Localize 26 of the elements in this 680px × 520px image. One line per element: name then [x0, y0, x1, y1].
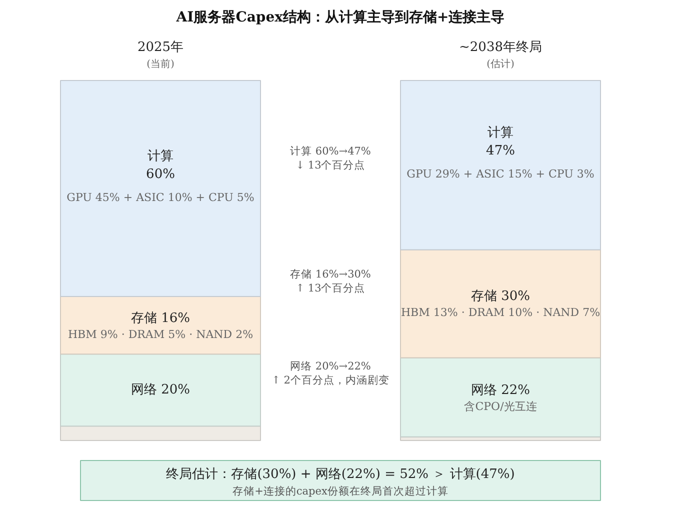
data-label: 存储 30% [470, 289, 530, 304]
annotation: GPU 29% + ASIC 15% + CPU 3% [406, 168, 594, 181]
text: 终局估计：存储(30%) + 网络(22%) = 52% ＞ 计算(47%) [166, 467, 515, 482]
text: (估计) [486, 58, 514, 70]
data-label: 计算 47% [486, 126, 515, 159]
data-label: 网络 22% [470, 382, 530, 398]
data-label: 网络 20% [130, 382, 190, 398]
annotation: 存储 16%→30% ↑ 13个百分点 [290, 268, 371, 295]
annotation: HBM 13% · DRAM 10% · NAND 7% [400, 306, 600, 320]
annotation: 网络 20%→22% ↑ 2个百分点，内涵剧变 [272, 360, 390, 387]
bar [60, 296, 261, 355]
bar [400, 357, 601, 438]
data-label: 存储 16% [130, 310, 190, 326]
text: 存储+连接的capex份额在终局首次超过计算 [232, 484, 448, 498]
x-tick-label: 2025年 [137, 40, 184, 55]
data-label: 计算 60% [146, 149, 175, 182]
annotation: GPU 45% + ASIC 10% + CPU 5% [66, 191, 254, 204]
bar [60, 80, 261, 297]
bar [400, 249, 601, 358]
bar [400, 80, 601, 250]
chart-title: AI服务器Capex结构：从计算主导到存储+连接主导 [175, 8, 505, 26]
text: (当前) [146, 58, 174, 70]
annotation: HBM 9% · DRAM 5% · NAND 2% [68, 328, 254, 341]
annotation: 计算 60%→47% ↓ 13个百分点 [290, 144, 371, 172]
annotation: 含CPO/光互连 [464, 400, 537, 413]
x-tick-label: ~2038年终局 [459, 40, 542, 55]
